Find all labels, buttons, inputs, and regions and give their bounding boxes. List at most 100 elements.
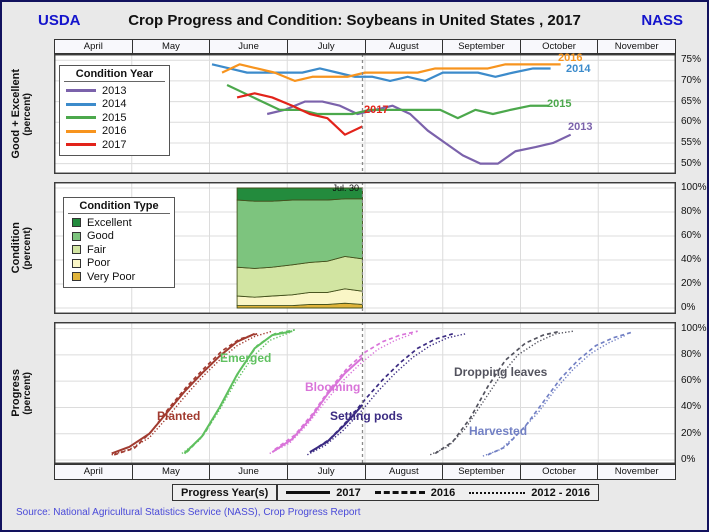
month-cell: November [597, 40, 675, 53]
month-cell: July [286, 40, 365, 53]
legend-entry-2016: 2016 [64, 125, 165, 139]
progress-years-legend: Progress Year(s) 2017 2016 2012 - 2016 [172, 484, 599, 501]
legend-line-swatch [66, 89, 96, 93]
y-axis-tick-label: 75% [681, 54, 702, 66]
legend-entry-2017: 2017 [64, 138, 165, 152]
y-axis-tick-label: 60% [681, 230, 702, 241]
month-cell: May [131, 40, 210, 53]
footer-legend-label: 2012 - 2016 [531, 486, 590, 499]
month-cell: August [364, 465, 443, 479]
progress-years-legend-items: 2017 2016 2012 - 2016 [277, 484, 599, 501]
stage-label-dropping-leaves: Dropping leaves [454, 365, 548, 379]
footer-legend-entry-2017: 2017 [286, 486, 361, 499]
month-cell: June [209, 40, 287, 53]
footer-legend-swatch [374, 491, 425, 494]
stage-label-planted: Planted [157, 409, 201, 423]
legend-entry-poor: Poor [68, 257, 170, 271]
month-cell: June [209, 465, 287, 479]
legend-entry-label: 2016 [102, 125, 127, 138]
y-axis-tick-label: 60% [681, 116, 702, 128]
legend-entry-label: Fair [87, 243, 106, 256]
month-axis-top: April May June July August September October No… [54, 39, 676, 54]
y-axis-tick-label: 40% [681, 401, 702, 413]
legend-square-swatch [72, 231, 81, 241]
legend-entry-label: Poor [87, 257, 111, 270]
y-axis-tick-label: 40% [681, 254, 702, 265]
month-cell: April [83, 41, 103, 52]
progress-axis-unit-text: (percent) [21, 371, 33, 415]
y-axis-tick-label: 60% [681, 375, 702, 387]
y-axis-tick-label: 50% [681, 157, 702, 169]
condition-year-legend-title: Condition Year [64, 68, 165, 82]
line-label-2016: 2016 [558, 52, 583, 64]
condition-type-legend-title: Condition Type [68, 200, 170, 214]
month-cell: September [442, 465, 520, 479]
y-axis-tick-label: 20% [681, 427, 702, 439]
line-label-2014: 2014 [566, 63, 591, 75]
stage-label-blooming: Blooming [305, 380, 361, 394]
stage-label-emerged: Emerged [220, 351, 272, 365]
footer-legend-entry-2012-2016: 2012 - 2016 [469, 487, 590, 499]
ge-axis-title-text: Good + Excellent [9, 69, 22, 159]
condition-type-legend: Condition Type Excellent Good Fair Poor Very… [63, 197, 175, 288]
line-label-2015: 2015 [547, 98, 572, 110]
y-axis-tick-label: 100% [681, 322, 707, 334]
source-note: Source: National Agricultural Statistics… [16, 507, 361, 518]
y-axis-tick-label: 0% [681, 302, 696, 313]
y-axis-tick-label: 55% [681, 136, 702, 148]
condition-axis-title-text: Condition [9, 222, 22, 274]
legend-entry-label: Good [87, 230, 114, 243]
y-axis-tick-label: 70% [681, 74, 702, 86]
month-cell: October [519, 40, 598, 53]
line-label-2017: 2017 [364, 104, 389, 116]
y-axis-tick-label: 80% [681, 348, 702, 360]
y-axis-tick-label: 100% [681, 182, 707, 193]
progress-years-legend-title: Progress Year(s) [181, 486, 269, 499]
ge-axis-unit-text: (percent) [21, 92, 33, 136]
legend-square-swatch [72, 218, 81, 228]
legend-entry-2013: 2013 [64, 84, 165, 98]
footer-legend-swatch [469, 491, 526, 494]
month-cell: October [519, 465, 598, 479]
legend-square-swatch [72, 272, 81, 282]
legend-entry-label: 2015 [102, 111, 127, 124]
month-cell: November [597, 465, 675, 479]
month-cell: September [442, 40, 520, 53]
legend-square-swatch [72, 245, 81, 255]
y-axis-tick-label: 80% [681, 206, 702, 217]
month-axis-bottom: April May June July August September October No… [54, 464, 676, 480]
condition-axis-title: Condition (percent) [4, 182, 38, 314]
line-label-2013: 2013 [568, 121, 593, 133]
legend-entry-label: 2017 [102, 138, 127, 151]
footer-legend-label: 2016 [430, 486, 456, 499]
ge-axis-title: Good + Excellent (percent) [4, 54, 38, 174]
condition-stacked-chart [54, 182, 676, 314]
month-cell: April [83, 466, 103, 477]
footer-legend-label: 2017 [336, 486, 361, 499]
y-axis-tick-label: 20% [681, 278, 702, 289]
legend-entry-label: Very Poor [87, 270, 136, 283]
y-axis-tick-label: 0% [681, 454, 696, 466]
stage-label-setting-pods: Setting pods [330, 409, 403, 423]
legend-entry-label: Excellent [87, 216, 132, 229]
condition-year-legend: Condition Year 2013 2014 2015 2016 2017 [59, 65, 170, 156]
month-cell: May [131, 465, 210, 479]
legend-entry-excellent: Excellent [68, 216, 170, 230]
legend-entry-2015: 2015 [64, 111, 165, 125]
report-date-annotation: Jul. 30 [332, 183, 359, 193]
progress-axis-title: Progress (percent) [4, 322, 38, 464]
condition-axis-unit-text: (percent) [21, 226, 33, 270]
nass-logo-text: NASS [641, 12, 683, 29]
legend-square-swatch [72, 258, 81, 268]
legend-entry-2014: 2014 [64, 98, 165, 112]
legend-line-swatch [66, 102, 96, 106]
legend-line-swatch [66, 143, 96, 147]
month-cell: July [286, 465, 365, 479]
legend-entry-label: 2014 [102, 98, 127, 111]
legend-line-swatch [66, 116, 96, 120]
y-axis-tick-label: 65% [681, 95, 702, 107]
legend-entry-very-poor: Very Poor [68, 270, 170, 284]
month-cell: August [364, 40, 443, 53]
footer-legend-entry-2016: 2016 [374, 486, 456, 499]
